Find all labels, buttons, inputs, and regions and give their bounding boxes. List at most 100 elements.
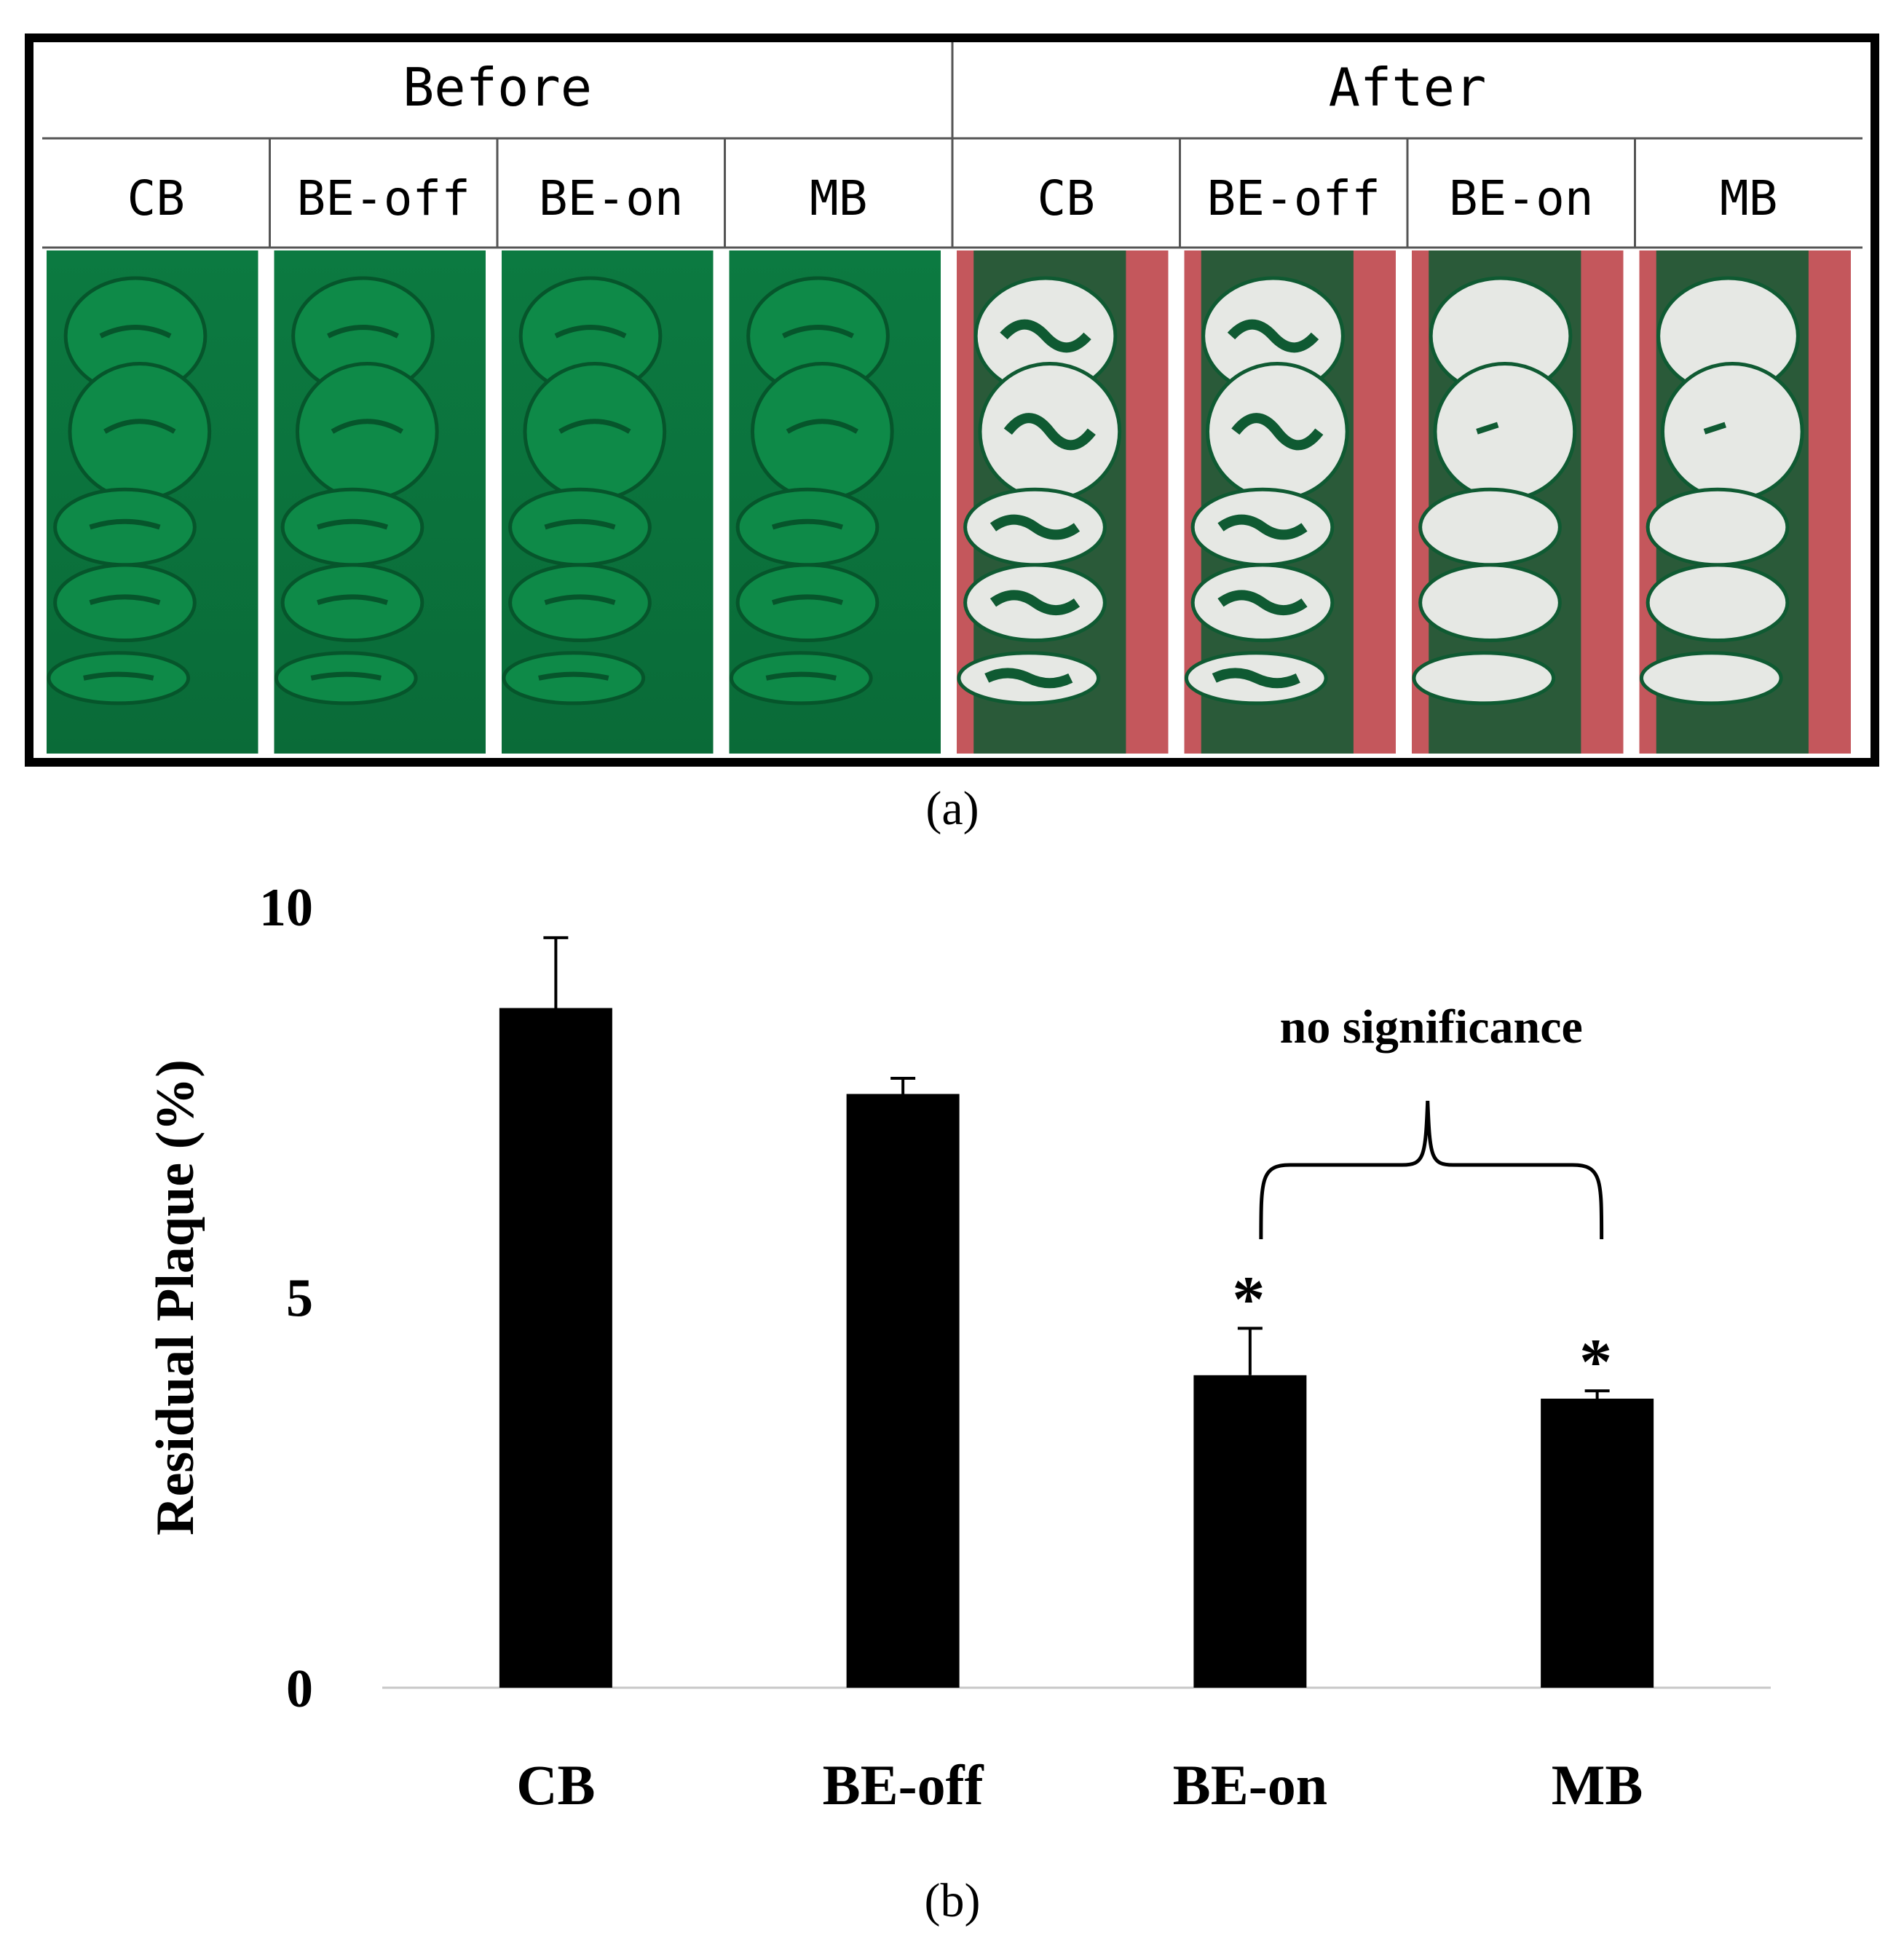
tooth — [1433, 361, 1577, 502]
header-grid-lines — [42, 42, 1862, 249]
tooth-fissure — [103, 419, 176, 434]
bar-mb — [1541, 1398, 1654, 1688]
tooth-fissure — [544, 518, 616, 530]
tile-gap — [258, 250, 269, 754]
group-title-before: Before — [403, 57, 592, 118]
column-header-after-cb: CB — [1038, 170, 1095, 226]
column-headers: Before CB BE-off BE-on MB After CB BE-off BE-on M… — [127, 57, 1778, 226]
tooth-fissure — [89, 594, 161, 606]
tooth-photo-before-mb — [729, 250, 951, 754]
tooth-fissure — [558, 419, 631, 434]
tooth-fissure — [544, 594, 616, 606]
tooth-photo-after-mb — [1639, 250, 1861, 754]
no-significance-annotation: no significance — [1280, 1000, 1583, 1054]
tile-gap — [941, 250, 951, 754]
tooth — [1660, 361, 1804, 502]
tooth — [47, 651, 191, 706]
tile-gap — [486, 250, 496, 754]
tile-gap — [1851, 250, 1861, 754]
tooth — [502, 651, 646, 706]
tooth — [750, 361, 894, 502]
column-header-before-be-off: BE-off — [297, 170, 470, 226]
tooth — [508, 563, 652, 643]
x-tick-label-mb: MB — [1552, 1753, 1643, 1817]
bar-be-on — [1193, 1375, 1307, 1688]
significance-markers: ** — [1232, 1263, 1612, 1398]
bar-cb — [499, 1008, 612, 1688]
tile-gap — [713, 250, 724, 754]
tile-gap — [1623, 250, 1634, 754]
tooth — [735, 563, 880, 643]
tooth-photo-after-cb — [957, 250, 1179, 754]
residual-plaque-mark — [1476, 422, 1499, 435]
tooth-fissure — [771, 518, 843, 530]
comparison-brace — [1259, 1100, 1604, 1240]
tooth — [1646, 487, 1790, 567]
y-tick-label: 5 — [286, 1269, 313, 1329]
tooth — [295, 361, 439, 502]
tooth — [508, 487, 652, 567]
error-bar-cb — [543, 936, 569, 1008]
tooth-fissure — [316, 594, 388, 606]
tooth — [1639, 651, 1783, 706]
residual-plaque-mark — [1212, 668, 1300, 689]
tooth-fissure — [554, 325, 627, 339]
group-title-after: After — [1329, 57, 1487, 118]
x-tick-label-be-off: BE-off — [823, 1753, 984, 1817]
tooth — [735, 487, 880, 567]
tooth — [53, 563, 197, 643]
tooth — [1646, 563, 1790, 643]
tooth-photo-after-be-off — [1184, 250, 1406, 754]
residual-plaque-mark — [1217, 514, 1308, 540]
column-header-after-be-on: BE-on — [1449, 170, 1594, 226]
residual-plaque-mark — [989, 590, 1081, 615]
tooth-fissure — [331, 419, 404, 434]
tooth — [1412, 651, 1556, 706]
tooth-photo-before-be-on — [502, 250, 724, 754]
tooth — [68, 361, 212, 502]
x-tick-label-cb: CB — [516, 1753, 595, 1817]
tile-gap — [1168, 250, 1179, 754]
photo-panel: Before CB BE-off BE-on MB After CB BE-off BE-on M… — [25, 33, 1879, 835]
y-axis-ticks: 0 5 10 — [259, 878, 313, 1719]
y-tick-label: 10 — [259, 878, 313, 938]
residual-plaque-mark — [1231, 413, 1324, 451]
residual-plaque-mark — [984, 668, 1073, 689]
error-bar-mb — [1584, 1389, 1610, 1399]
tooth-fissure — [538, 671, 609, 681]
x-axis-labels: CB BE-off BE-on MB — [516, 1753, 1643, 1817]
tooth — [523, 361, 667, 502]
column-header-after-mb: MB — [1720, 170, 1777, 226]
bar-be-off — [846, 1094, 960, 1688]
residual-plaque-mark — [1003, 413, 1096, 451]
tooth-photo-after-be-on — [1412, 250, 1634, 754]
significance-asterisk-mb: * — [1579, 1326, 1612, 1398]
tooth-fissure — [765, 671, 837, 681]
column-header-before-cb: CB — [127, 170, 185, 226]
tooth-fissure — [83, 671, 154, 681]
bar-chart: 0 5 10 ** CB BE-off BE-on MB Residual Plaque … — [146, 878, 1771, 1927]
tooth-fissure — [99, 325, 172, 339]
column-header-before-mb: MB — [810, 170, 867, 226]
tooth-photo-before-be-off — [274, 250, 496, 754]
residual-plaque-mark — [1703, 422, 1726, 435]
tooth-fissure — [310, 671, 382, 681]
tooth — [280, 487, 424, 567]
tooth-fissure — [786, 419, 859, 434]
residual-plaque-mark — [1227, 319, 1319, 353]
column-header-after-be-off: BE-off — [1207, 170, 1380, 226]
panel-a-label: (a) — [925, 782, 979, 835]
tooth — [274, 651, 418, 706]
residual-plaque-mark — [989, 514, 1081, 540]
y-tick-label: 0 — [286, 1659, 313, 1719]
tooth-photo-before-cb — [47, 250, 269, 754]
tooth-fissure — [327, 325, 400, 339]
tile-gap — [1396, 250, 1406, 754]
x-tick-label-be-on: BE-on — [1173, 1753, 1327, 1817]
tooth-fissure — [782, 325, 854, 339]
tooth — [53, 487, 197, 567]
error-bar-be-off — [890, 1077, 916, 1094]
y-axis-title: Residual Plaque (%) — [146, 1059, 205, 1536]
residual-plaque-mark — [1217, 590, 1308, 615]
panel-b-label: (b) — [925, 1874, 981, 1927]
